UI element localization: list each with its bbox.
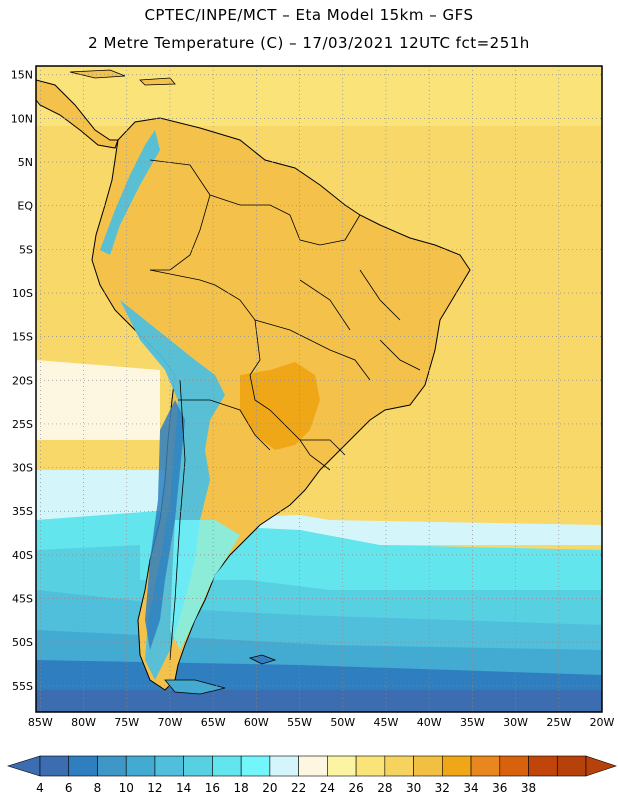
- latitude-label: 30S: [12, 462, 33, 475]
- colorbar-swatch: [355, 755, 386, 777]
- longitude-label: 30W: [503, 716, 528, 729]
- colorbar-swatch: [298, 755, 328, 777]
- colorbar-swatch: [39, 755, 70, 777]
- map-frame: [35, 65, 603, 713]
- hot-core-paraguay: [240, 362, 320, 450]
- longitude-label: 50W: [330, 716, 355, 729]
- colorbar-swatch: [528, 755, 558, 777]
- longitude-labels: 85W 80W 75W 70W 65W 60W 55W 50W 45W 40W 35W 30W 25W 2…: [28, 716, 615, 729]
- colorbar-swatch: [327, 755, 357, 777]
- colorbar-label: 36: [492, 781, 507, 795]
- colorbar-swatch: [68, 755, 98, 777]
- longitude-label: 20W: [590, 716, 615, 729]
- andes-cold-core: [145, 400, 185, 650]
- colorbar-label: 20: [262, 781, 277, 795]
- colorbar: 4 6 8 10 12 14 16 18 20 22 24 26 28 30 32 34 36 38: [6, 755, 617, 795]
- colorbar-label: 26: [348, 781, 363, 795]
- latitude-label: 15S: [12, 331, 33, 344]
- latitude-labels: 15N 10N 5N EQ 5S 10S 15S 20S 25S 30S 35S 40S 45S 50S 5…: [11, 69, 34, 693]
- temperature-field: [36, 66, 602, 712]
- latitude-label: 35S: [12, 505, 33, 518]
- colorbar-swatch: [413, 755, 443, 777]
- colorbar-label: 6: [65, 781, 73, 795]
- ocean-band-north: [36, 66, 602, 126]
- latitude-label: 40S: [12, 549, 33, 562]
- latitude-label: 5S: [19, 243, 33, 256]
- longitude-label: 60W: [244, 716, 269, 729]
- latitude-label: EQ: [17, 200, 33, 213]
- central-america-land: [36, 79, 119, 149]
- ocean-band-20c: [36, 360, 160, 440]
- longitude-label: 70W: [158, 716, 183, 729]
- latitude-label: 50S: [12, 636, 33, 649]
- colorbar-label: 14: [176, 781, 191, 795]
- map-title-line1: CPTEC/INPE/MCT – Eta Model 15km – GFS: [144, 6, 474, 24]
- longitude-label: 55W: [287, 716, 312, 729]
- latitude-label: 25S: [12, 418, 33, 431]
- colorbar-label: 30: [406, 781, 421, 795]
- latitude-label: 20S: [12, 374, 33, 387]
- patagonia-interior: [170, 520, 240, 650]
- colorbar-label: 28: [377, 781, 392, 795]
- colorbar-label: 16: [205, 781, 220, 795]
- colorbar-label: 4: [36, 781, 44, 795]
- latitude-label: 15N: [11, 69, 33, 82]
- colorbar-swatch: [384, 755, 414, 777]
- latitude-label: 55S: [12, 680, 33, 693]
- map-title-line2: 2 Metre Temperature (C) – 17/03/2021 12U…: [88, 34, 530, 52]
- colorbar-label: 22: [291, 781, 306, 795]
- colorbar-label: 24: [320, 781, 335, 795]
- colorbar-swatch: [499, 755, 529, 777]
- longitude-label: 40W: [417, 716, 442, 729]
- latitude-label: 5N: [18, 156, 33, 169]
- country-borders: [149, 159, 421, 661]
- colorbar-swatch: [556, 755, 587, 777]
- caribbean-islands: [69, 69, 176, 86]
- colorbar-swatch: [154, 755, 184, 777]
- colorbar-arrow-low: [6, 755, 41, 777]
- latitude-label: 45S: [12, 593, 33, 606]
- colorbar-swatch: [212, 755, 242, 777]
- longitude-label: 75W: [114, 716, 139, 729]
- latitude-label: 10N: [11, 112, 33, 125]
- colorbar-label: 38: [521, 781, 536, 795]
- falkland-islands: [248, 654, 277, 665]
- longitude-label: 35W: [460, 716, 485, 729]
- colorbar-label: 10: [119, 781, 134, 795]
- longitude-label: 25W: [546, 716, 571, 729]
- longitude-label: 85W: [28, 716, 53, 729]
- colorbar-swatch: [125, 755, 156, 777]
- longitude-label: 80W: [71, 716, 96, 729]
- colorbar-swatch: [442, 755, 472, 777]
- colorbar-swatch: [470, 755, 501, 777]
- ocean-band-6c: [36, 690, 602, 712]
- colorbar-swatch: [183, 755, 213, 777]
- colorbar-label: 18: [234, 781, 249, 795]
- colorbar-arrow-high: [585, 755, 617, 777]
- colorbar-swatch: [97, 755, 127, 777]
- colorbar-label: 32: [435, 781, 450, 795]
- latitude-label: 10S: [12, 287, 33, 300]
- colorbar-swatch: [240, 755, 271, 777]
- tierra-del-fuego: [164, 679, 226, 695]
- longitude-label: 65W: [201, 716, 226, 729]
- colorbar-swatch: [269, 755, 299, 777]
- longitude-label: 45W: [374, 716, 399, 729]
- colorbar-label: 8: [94, 781, 102, 795]
- colorbar-label: 12: [147, 781, 162, 795]
- colorbar-label: 34: [463, 781, 478, 795]
